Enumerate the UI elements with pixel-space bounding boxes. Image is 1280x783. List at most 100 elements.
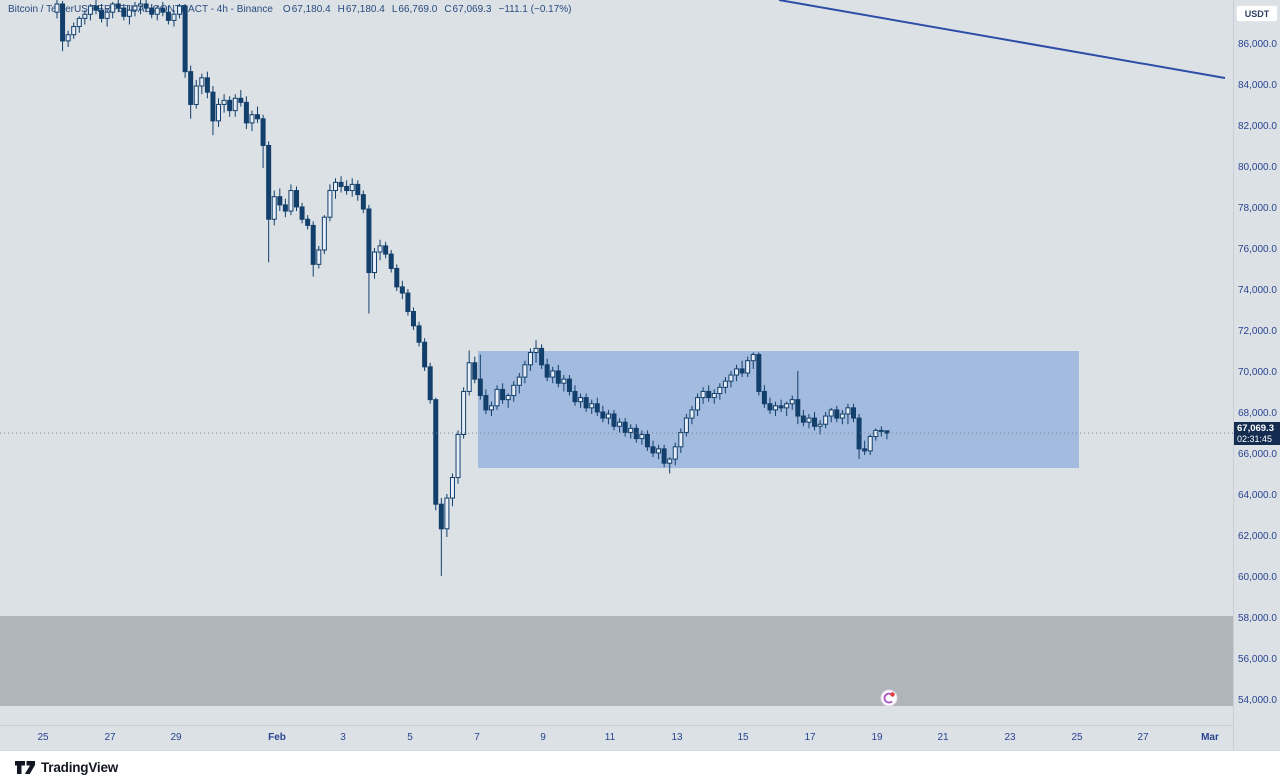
candle-body (299, 206, 305, 220)
candle-body (461, 390, 467, 435)
low-label: L (391, 4, 398, 15)
candle-body (182, 5, 188, 73)
candle-body (433, 399, 439, 505)
candle-body (578, 397, 584, 403)
candle-body (60, 3, 66, 42)
candle-body (238, 97, 244, 103)
candle-body (533, 347, 539, 353)
price-axis-label: 60,000.0 (1238, 571, 1277, 583)
candle-body (388, 253, 394, 269)
candle-body (99, 9, 105, 19)
candle-body (154, 7, 160, 15)
candle-body (305, 218, 311, 226)
low-value: 66,769.0 (398, 4, 438, 15)
open-value: 67,180.4 (291, 4, 331, 15)
candle-body (650, 446, 656, 454)
price-axis-label: 64,000.0 (1238, 489, 1277, 501)
candle-body (360, 194, 366, 210)
candle-body (695, 397, 701, 411)
candlestick-series (54, 0, 890, 576)
candle-body (527, 351, 533, 366)
candle-body (54, 3, 60, 13)
time-axis-label: 15 (737, 732, 749, 743)
time-axis[interactable]: 25 27 29 Feb 3 5 7 9 11 13 15 17 19 21 23 25 27 Mar (0, 725, 1233, 750)
candle-body (138, 3, 144, 7)
candle-body (204, 77, 210, 93)
candle-body (243, 101, 249, 124)
candle-body (227, 99, 233, 112)
candle-body (327, 190, 333, 218)
candle-body (717, 386, 723, 394)
candle-body (817, 423, 823, 427)
candle-body (566, 378, 572, 392)
chart-plot-area[interactable]: Bitcoin / TetherUS PERPETUAL CONTRACT - … (0, 0, 1233, 725)
candle-body (87, 5, 93, 15)
candle-body (271, 196, 277, 220)
candle-body (121, 7, 127, 17)
consolidation-range-drawing[interactable] (478, 351, 1079, 468)
price-axis-label: 80,000.0 (1238, 161, 1277, 173)
candlestick-chart-canvas[interactable] (0, 0, 1233, 725)
candle-body (594, 403, 600, 413)
candle-body (410, 310, 416, 327)
candle-body (371, 251, 377, 274)
candle-body (667, 458, 673, 464)
candle-body (600, 411, 606, 419)
price-axis-label: 82,000.0 (1238, 120, 1277, 132)
time-axis-label: 9 (540, 732, 546, 743)
candle-body (349, 183, 355, 192)
event-marker-icon[interactable] (880, 689, 898, 707)
time-axis-label: 11 (604, 732, 616, 743)
candle-body (539, 347, 545, 366)
tradingview-logo-icon (15, 760, 35, 774)
candle-body (722, 380, 728, 388)
candle-body (232, 97, 238, 112)
candle-body (544, 364, 550, 378)
time-axis-label: 23 (1004, 732, 1016, 743)
price-axis-label: 66,000.0 (1238, 448, 1277, 460)
open-label: O (282, 4, 291, 15)
candle-body (310, 224, 316, 265)
gray-zone-drawing[interactable] (0, 616, 1233, 706)
candle-body (806, 417, 812, 423)
candle-body (160, 7, 166, 13)
price-axis-label: 58,000.0 (1238, 612, 1277, 624)
candle-body (795, 399, 801, 417)
candle-body (65, 34, 71, 42)
currency-unit-toggle[interactable]: USDT (1236, 5, 1278, 22)
candle-body (711, 392, 717, 399)
candle-body (862, 448, 868, 452)
candle-body (394, 267, 400, 288)
candle-body (199, 77, 205, 87)
candle-body (449, 477, 455, 499)
candle-body (422, 341, 428, 368)
candle-body (338, 181, 344, 187)
price-axis-label: 62,000.0 (1238, 530, 1277, 542)
candle-body (873, 429, 879, 438)
candle-body (605, 413, 611, 419)
candle-body (884, 430, 890, 434)
candle-body (444, 497, 450, 530)
candle-body (255, 114, 261, 120)
candle-body (761, 390, 767, 405)
candle-body (867, 436, 873, 452)
price-axis[interactable]: USDT 67,069.3 02:31:45 86,000.0 84,000.0 8… (1233, 0, 1280, 750)
candle-body (739, 368, 745, 374)
candle-body (377, 245, 383, 253)
price-axis-label: 68,000.0 (1238, 407, 1277, 419)
trendline-drawing[interactable] (778, 0, 1226, 79)
candle-body (321, 216, 327, 251)
candle-body (522, 364, 528, 378)
candle-body (773, 405, 779, 411)
candle-body (149, 7, 155, 15)
price-axis-label: 86,000.0 (1238, 38, 1277, 50)
tradingview-logo-text: TradingView (41, 759, 119, 775)
candle-body (344, 185, 350, 192)
tradingview-logo[interactable]: TradingView (14, 758, 118, 777)
candle-body (622, 421, 628, 433)
candle-body (500, 388, 506, 401)
candle-body (661, 448, 667, 464)
candle-body (823, 415, 829, 425)
price-axis-label: 78,000.0 (1238, 202, 1277, 214)
time-axis-label: 7 (474, 732, 480, 743)
